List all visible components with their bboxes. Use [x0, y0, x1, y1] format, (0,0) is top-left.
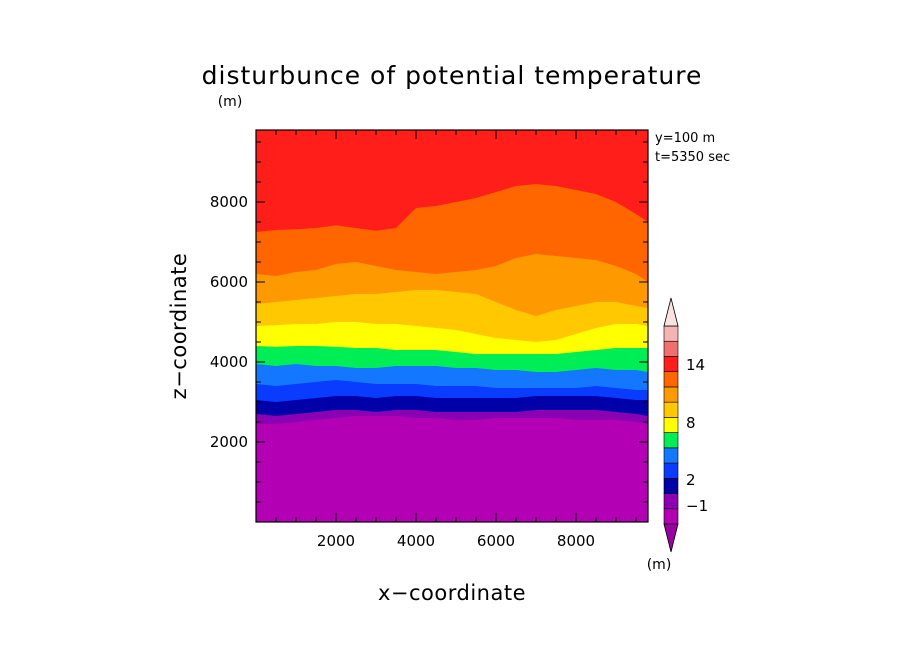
y-tick-label: 2000	[210, 433, 248, 451]
colorbar-tick-label: −1	[686, 497, 708, 515]
chart-title: disturbunce of potential temperature	[202, 61, 703, 90]
x-axis-label: x−coordinate	[378, 581, 526, 605]
y-axis-unit: (m)	[218, 94, 243, 110]
y-axis-ticks: 2000 4000 6000 8000	[210, 141, 648, 503]
x-tick-label: 8000	[557, 532, 595, 550]
colorbar-cell-1	[663, 493, 679, 510]
plot-frame	[255, 129, 649, 523]
x-tick-label: 2000	[317, 532, 355, 550]
colorbar-cell-4	[663, 447, 679, 464]
colorbar-cell-3	[663, 462, 679, 479]
colorbar-cell-7	[663, 401, 679, 418]
info-line-y: y=100 m	[655, 131, 715, 146]
y-axis-label: z−coordinate	[167, 253, 191, 400]
colorbar-cell-6	[663, 417, 679, 433]
y-tick-label: 4000	[210, 353, 248, 371]
colorbar-cell-11	[663, 340, 679, 357]
colorbar-tick-label: 2	[686, 471, 696, 489]
colorbar-tick-label: 14	[686, 356, 705, 374]
colorbar-cell-8	[663, 386, 679, 403]
colorbar-cell-0	[663, 508, 679, 525]
colorbar-cell-9	[663, 371, 679, 388]
colorbar-tick-label: 8	[686, 414, 696, 432]
x-tick-label: 6000	[477, 532, 515, 550]
colorbar-bottom-arrow	[663, 523, 679, 553]
colorbar-cell-12	[663, 325, 679, 342]
colorbar-cell-5	[663, 432, 679, 449]
x-tick-label: 4000	[397, 532, 435, 550]
contour-band-10	[256, 416, 648, 522]
y-tick-label: 8000	[210, 193, 248, 211]
colorbar-unit: (m)	[647, 557, 672, 573]
colorbar: 14 8 2 −1	[663, 297, 708, 553]
colorbar-cell-2	[663, 478, 679, 494]
colorbar-cell-10	[663, 356, 679, 372]
plot-area	[255, 129, 649, 523]
colorbar-top-arrow	[663, 297, 679, 327]
info-line-t: t=5350 sec	[655, 150, 730, 165]
y-tick-label: 6000	[210, 273, 248, 291]
x-axis-ticks: 2000 4000 6000 8000	[275, 130, 637, 550]
